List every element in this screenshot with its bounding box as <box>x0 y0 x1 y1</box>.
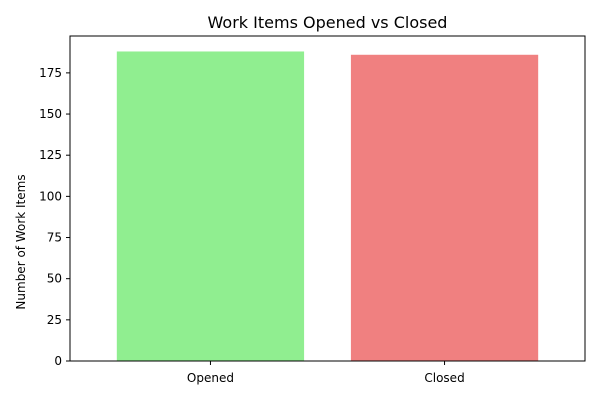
y-tick-label: 25 <box>47 313 62 327</box>
x-tick-label: Opened <box>187 371 234 385</box>
x-ticks-group: Opened Closed <box>187 361 465 385</box>
y-tick-label: 175 <box>39 66 62 80</box>
plot-frame <box>69 35 586 362</box>
x-tick-label: Closed <box>424 371 464 385</box>
bar-opened <box>116 51 305 361</box>
y-tick-label: 100 <box>39 189 62 203</box>
bars-group <box>116 51 539 362</box>
y-tick-label: 50 <box>47 272 62 286</box>
bar-closed <box>350 54 539 362</box>
y-tick-label: 0 <box>54 354 62 368</box>
y-tick-label: 125 <box>39 148 62 162</box>
y-tick-label: 150 <box>39 107 62 121</box>
y-tick-label: 75 <box>47 231 62 245</box>
chart-title: Work Items Opened vs Closed <box>208 13 448 32</box>
y-axis-label: Number of Work Items <box>14 174 28 309</box>
y-ticks-group: 0 25 50 75 100 125 150 175 <box>39 66 70 368</box>
